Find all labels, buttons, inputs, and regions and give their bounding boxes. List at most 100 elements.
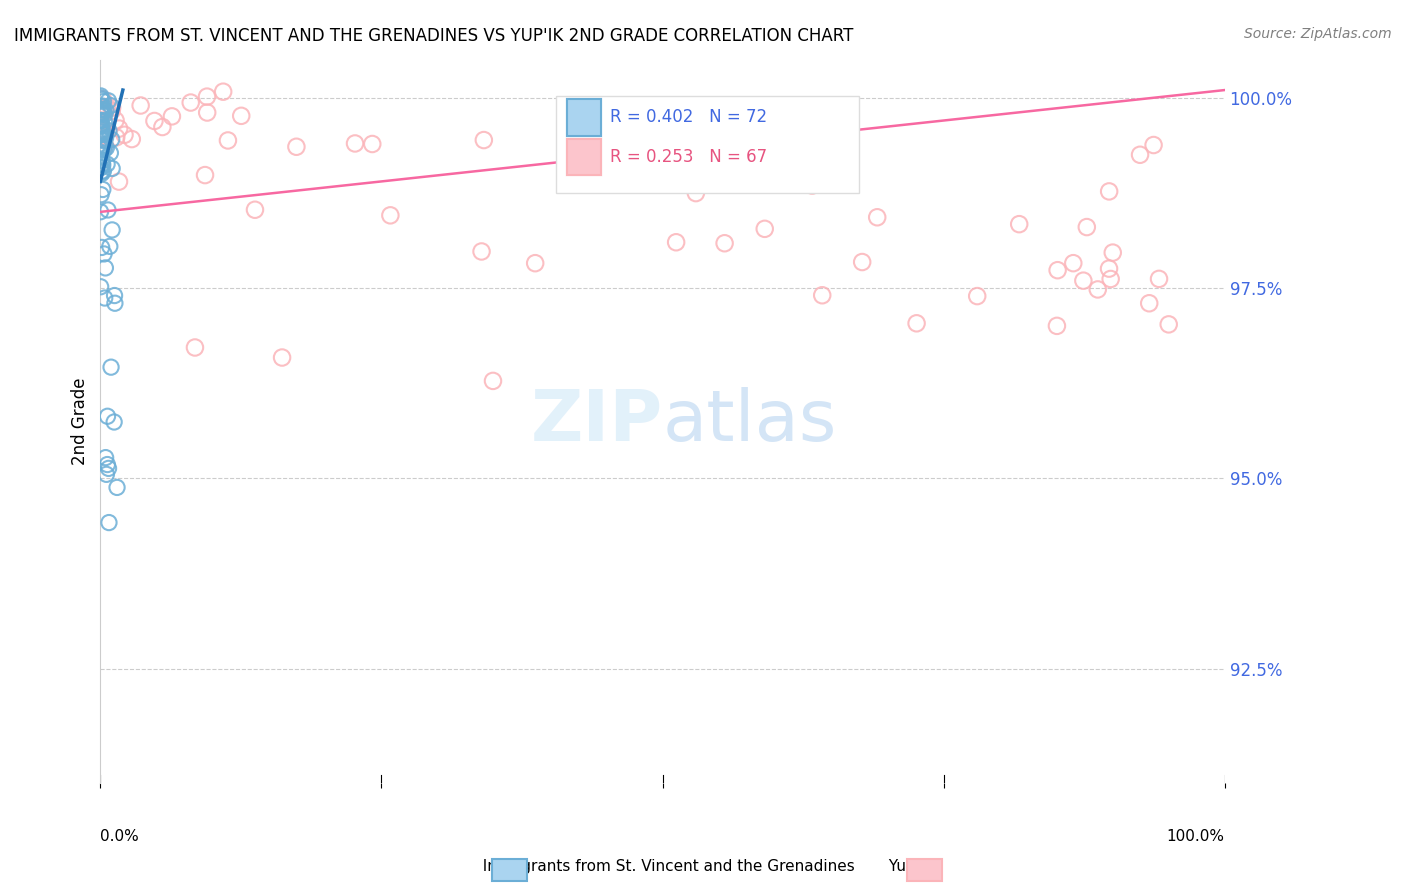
- Immigrants from St. Vincent and the Grenadines: [90, 89, 112, 103]
- Yup'ik: [105, 130, 128, 145]
- Immigrants from St. Vincent and the Grenadines: [96, 467, 118, 482]
- Yup'ik: [184, 341, 207, 355]
- Text: atlas: atlas: [662, 387, 837, 456]
- Immigrants from St. Vincent and the Grenadines: [90, 102, 112, 116]
- Yup'ik: [966, 289, 988, 303]
- Yup'ik: [90, 104, 112, 119]
- Immigrants from St. Vincent and the Grenadines: [91, 153, 114, 168]
- Immigrants from St. Vincent and the Grenadines: [98, 239, 121, 253]
- Immigrants from St. Vincent and the Grenadines: [93, 114, 115, 128]
- Immigrants from St. Vincent and the Grenadines: [90, 125, 112, 139]
- Immigrants from St. Vincent and the Grenadines: [90, 161, 112, 175]
- Immigrants from St. Vincent and the Grenadines: [103, 288, 125, 302]
- Yup'ik: [129, 98, 152, 112]
- Yup'ik: [1098, 261, 1121, 276]
- Immigrants from St. Vincent and the Grenadines: [90, 107, 112, 121]
- Yup'ik: [470, 244, 492, 259]
- Immigrants from St. Vincent and the Grenadines: [89, 204, 111, 219]
- Yup'ik: [1062, 256, 1084, 270]
- Yup'ik: [380, 208, 402, 222]
- Text: R = 0.402   N = 72: R = 0.402 N = 72: [610, 109, 766, 127]
- Yup'ik: [108, 121, 131, 136]
- Yup'ik: [1137, 296, 1160, 310]
- Immigrants from St. Vincent and the Grenadines: [96, 409, 118, 424]
- Yup'ik: [1157, 318, 1180, 332]
- Immigrants from St. Vincent and the Grenadines: [90, 91, 112, 105]
- Yup'ik: [101, 101, 124, 115]
- Yup'ik: [96, 100, 118, 114]
- Yup'ik: [100, 103, 122, 118]
- Immigrants from St. Vincent and the Grenadines: [97, 94, 120, 108]
- Immigrants from St. Vincent and the Grenadines: [90, 164, 112, 178]
- Immigrants from St. Vincent and the Grenadines: [90, 136, 112, 151]
- Immigrants from St. Vincent and the Grenadines: [89, 139, 111, 153]
- Immigrants from St. Vincent and the Grenadines: [90, 279, 112, 293]
- Immigrants from St. Vincent and the Grenadines: [91, 157, 114, 171]
- Immigrants from St. Vincent and the Grenadines: [93, 247, 115, 261]
- Text: IMMIGRANTS FROM ST. VINCENT AND THE GRENADINES VS YUP'IK 2ND GRADE CORRELATION C: IMMIGRANTS FROM ST. VINCENT AND THE GREN…: [14, 27, 853, 45]
- Text: Immigrants from St. Vincent and the Grenadines       Yup'ik: Immigrants from St. Vincent and the Gren…: [472, 859, 934, 874]
- Immigrants from St. Vincent and the Grenadines: [97, 461, 120, 475]
- Immigrants from St. Vincent and the Grenadines: [100, 145, 122, 160]
- Immigrants from St. Vincent and the Grenadines: [93, 140, 115, 154]
- Yup'ik: [685, 186, 707, 200]
- Immigrants from St. Vincent and the Grenadines: [91, 123, 114, 137]
- Immigrants from St. Vincent and the Grenadines: [101, 161, 124, 176]
- Immigrants from St. Vincent and the Grenadines: [101, 223, 124, 237]
- Yup'ik: [754, 222, 776, 236]
- Yup'ik: [195, 105, 218, 120]
- Yup'ik: [285, 140, 308, 154]
- Yup'ik: [831, 148, 853, 162]
- Bar: [555, 95, 859, 194]
- Immigrants from St. Vincent and the Grenadines: [94, 131, 117, 145]
- Yup'ik: [94, 138, 117, 153]
- Immigrants from St. Vincent and the Grenadines: [93, 95, 115, 109]
- Immigrants from St. Vincent and the Grenadines: [90, 147, 112, 161]
- Yup'ik: [851, 255, 873, 269]
- Immigrants from St. Vincent and the Grenadines: [91, 133, 114, 147]
- Yup'ik: [160, 109, 183, 123]
- Immigrants from St. Vincent and the Grenadines: [90, 120, 112, 134]
- Immigrants from St. Vincent and the Grenadines: [90, 124, 112, 138]
- Yup'ik: [1099, 272, 1122, 286]
- Yup'ik: [94, 124, 117, 138]
- Immigrants from St. Vincent and the Grenadines: [94, 450, 117, 465]
- Immigrants from St. Vincent and the Grenadines: [93, 105, 115, 120]
- Text: 100.0%: 100.0%: [1167, 829, 1225, 844]
- Immigrants from St. Vincent and the Grenadines: [90, 118, 112, 132]
- Yup'ik: [91, 92, 114, 106]
- Yup'ik: [243, 202, 266, 217]
- Immigrants from St. Vincent and the Grenadines: [93, 103, 115, 117]
- Yup'ik: [1142, 138, 1164, 153]
- Immigrants from St. Vincent and the Grenadines: [97, 124, 120, 138]
- Yup'ik: [1046, 263, 1069, 277]
- Yup'ik: [90, 129, 112, 144]
- Yup'ik: [217, 133, 239, 147]
- Yup'ik: [482, 374, 505, 388]
- Immigrants from St. Vincent and the Grenadines: [100, 98, 122, 112]
- Yup'ik: [1008, 217, 1031, 231]
- Immigrants from St. Vincent and the Grenadines: [89, 113, 111, 128]
- Immigrants from St. Vincent and the Grenadines: [96, 141, 118, 155]
- Immigrants from St. Vincent and the Grenadines: [91, 99, 114, 113]
- Immigrants from St. Vincent and the Grenadines: [103, 415, 125, 429]
- Yup'ik: [114, 128, 136, 142]
- Yup'ik: [811, 288, 834, 302]
- Immigrants from St. Vincent and the Grenadines: [98, 516, 121, 530]
- Yup'ik: [1098, 185, 1121, 199]
- Immigrants from St. Vincent and the Grenadines: [93, 143, 115, 157]
- Yup'ik: [194, 168, 217, 182]
- Immigrants from St. Vincent and the Grenadines: [90, 240, 112, 254]
- Immigrants from St. Vincent and the Grenadines: [96, 157, 118, 171]
- Yup'ik: [344, 136, 367, 151]
- Immigrants from St. Vincent and the Grenadines: [104, 296, 127, 310]
- Immigrants from St. Vincent and the Grenadines: [94, 260, 117, 275]
- Yup'ik: [231, 109, 253, 123]
- Bar: [567, 139, 600, 176]
- Yup'ik: [94, 129, 117, 144]
- Immigrants from St. Vincent and the Grenadines: [91, 158, 114, 172]
- Yup'ik: [866, 211, 889, 225]
- Text: ZIP: ZIP: [530, 387, 662, 456]
- Yup'ik: [121, 132, 143, 146]
- Immigrants from St. Vincent and the Grenadines: [91, 128, 114, 142]
